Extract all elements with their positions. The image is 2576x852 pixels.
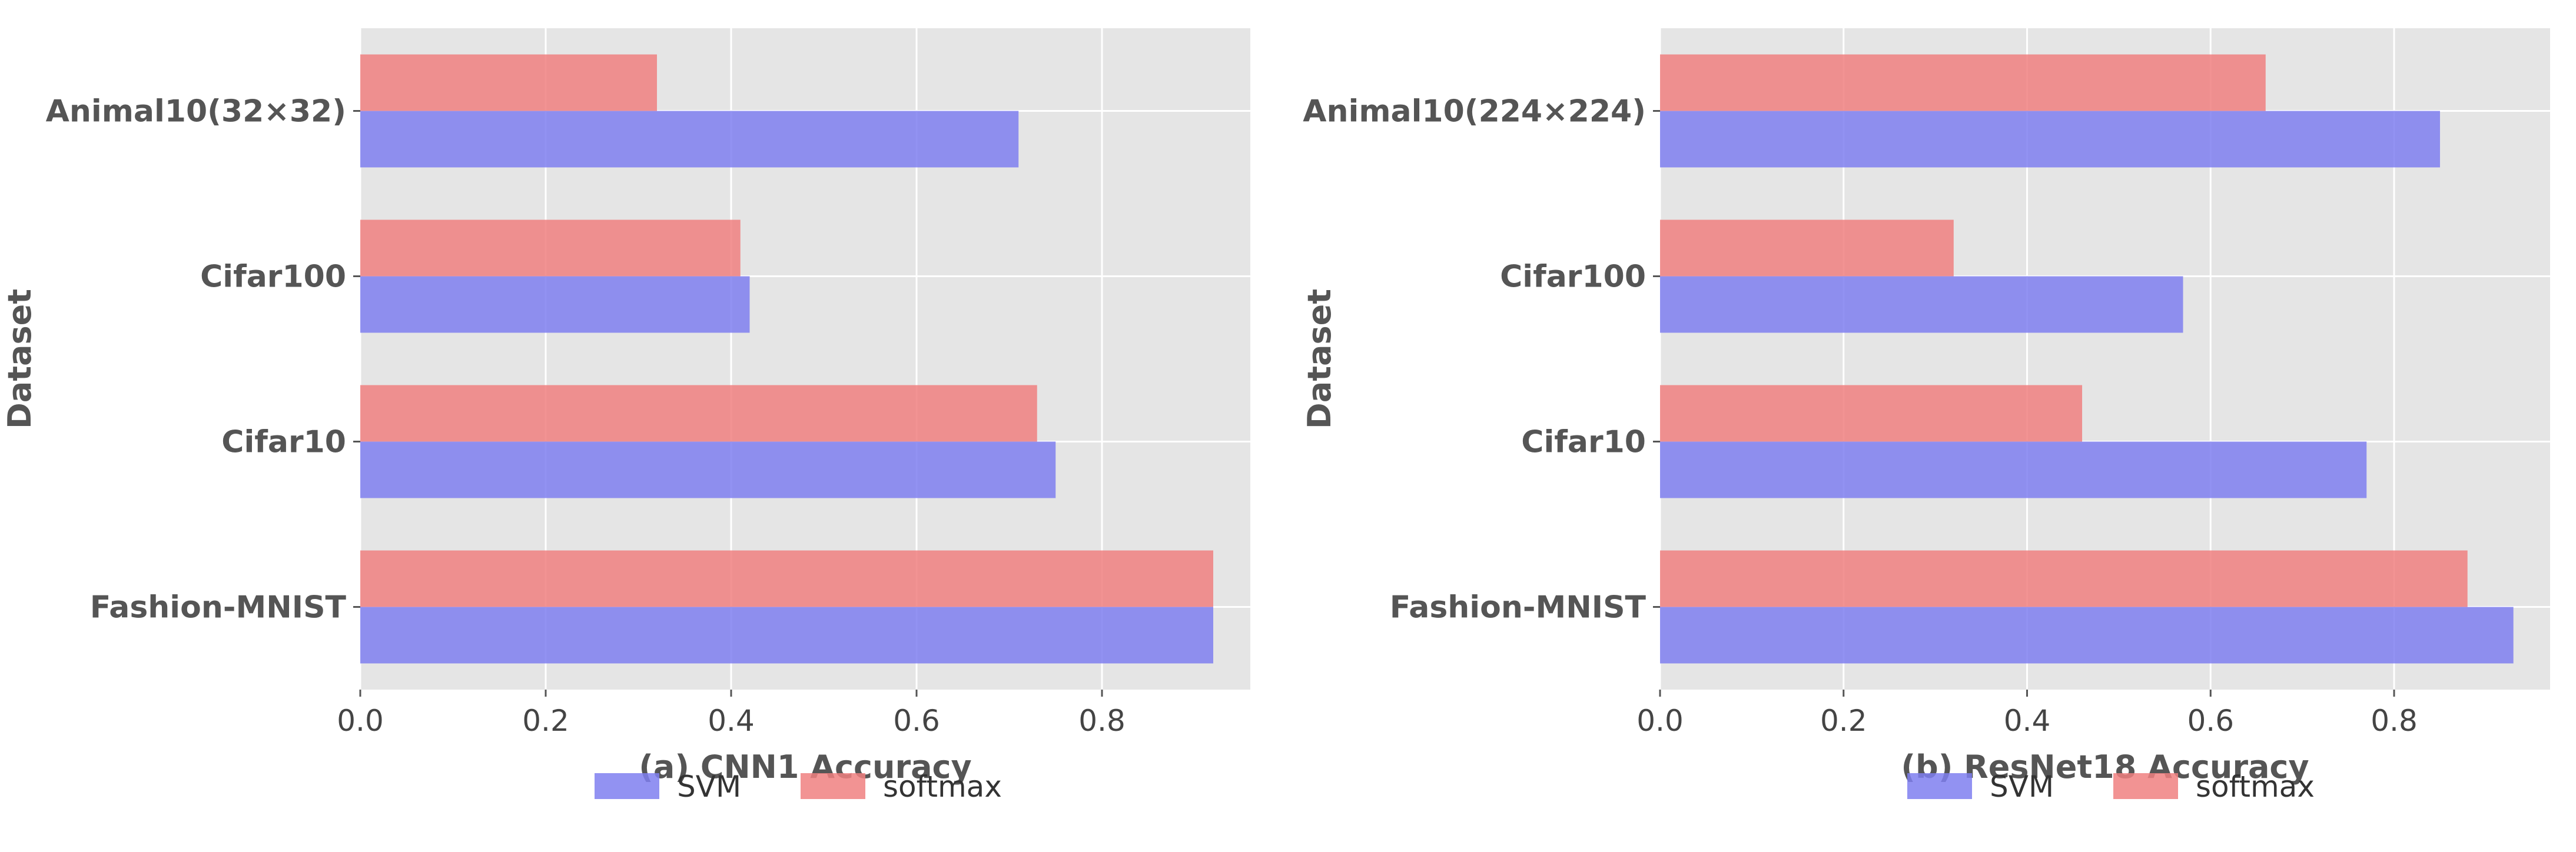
panel-a-category-label: Animal10(32×32) <box>46 94 346 129</box>
panel-b-legend-swatch-softmax <box>2113 773 2178 799</box>
panel-b-legend-swatch-svm <box>1907 773 1972 799</box>
panel-b-tick-label-x: 0.4 <box>2004 704 2051 738</box>
panel-b-tick-label-x: 0.0 <box>1636 704 1684 738</box>
panel-b-tick-label-x: 0.6 <box>2187 704 2234 738</box>
panel-b-ylabel: Dataset <box>1301 289 1338 429</box>
panel-b-bar-softmax-2 <box>1660 385 2083 442</box>
panel-b-category-label: Cifar100 <box>1500 259 1646 295</box>
panel-a-category-label: Cifar100 <box>200 259 346 295</box>
panel-a-tick-label-x: 0.4 <box>708 704 755 738</box>
panel-b-tick-label-x: 0.8 <box>2371 704 2418 738</box>
panel-a-category-label: Fashion-MNIST <box>90 590 347 625</box>
panel-a-bar-svm-0 <box>360 111 1019 168</box>
panel-b-category-label: Animal10(224×224) <box>1303 94 1646 129</box>
panel-a-tick-label-x: 0.6 <box>893 704 940 738</box>
panel-a-bar-softmax-1 <box>360 219 741 277</box>
panel-b-bar-softmax-3 <box>1660 550 2468 607</box>
panel-b-bar-svm-1 <box>1660 276 2183 333</box>
panel-a-bar-svm-1 <box>360 276 750 333</box>
panel-b-bar-svm-2 <box>1660 441 2367 498</box>
panel-a-bar-softmax-0 <box>360 54 657 111</box>
panel-a-category-label: Cifar10 <box>221 425 346 460</box>
panel-a-tick-label-x: 0.8 <box>1078 704 1126 738</box>
panel-b-bar-softmax-1 <box>1660 219 1954 277</box>
panel-a-tick-label-x: 0.0 <box>337 704 384 738</box>
panel-b-tick-label-x: 0.2 <box>1820 704 1867 738</box>
panel-a-bar-svm-3 <box>360 607 1213 664</box>
panel-b-legend-label-svm: SVM <box>1990 770 2054 804</box>
panel-b-bar-svm-0 <box>1660 111 2440 168</box>
panel-b-category-label: Cifar10 <box>1521 425 1646 460</box>
panel-b-legend-label-softmax: softmax <box>2196 770 2315 804</box>
panel-b-bar-svm-3 <box>1660 607 2514 664</box>
panel-a-legend-label-svm: SVM <box>677 770 741 804</box>
panel-a-ylabel: Dataset <box>1 289 38 429</box>
panel-b-category-label: Fashion-MNIST <box>1390 590 1646 625</box>
panel-a-tick-label-x: 0.2 <box>522 704 569 738</box>
panel-a-bar-svm-2 <box>360 441 1056 498</box>
panel-a-bar-softmax-2 <box>360 385 1037 442</box>
panel-a-legend-label-softmax: softmax <box>883 770 1002 804</box>
panel-a-legend-swatch-softmax <box>801 773 865 799</box>
panel-a-bar-softmax-3 <box>360 550 1213 607</box>
panel-b-bar-softmax-0 <box>1660 54 2266 111</box>
panel-a-legend-swatch-svm <box>595 773 659 799</box>
